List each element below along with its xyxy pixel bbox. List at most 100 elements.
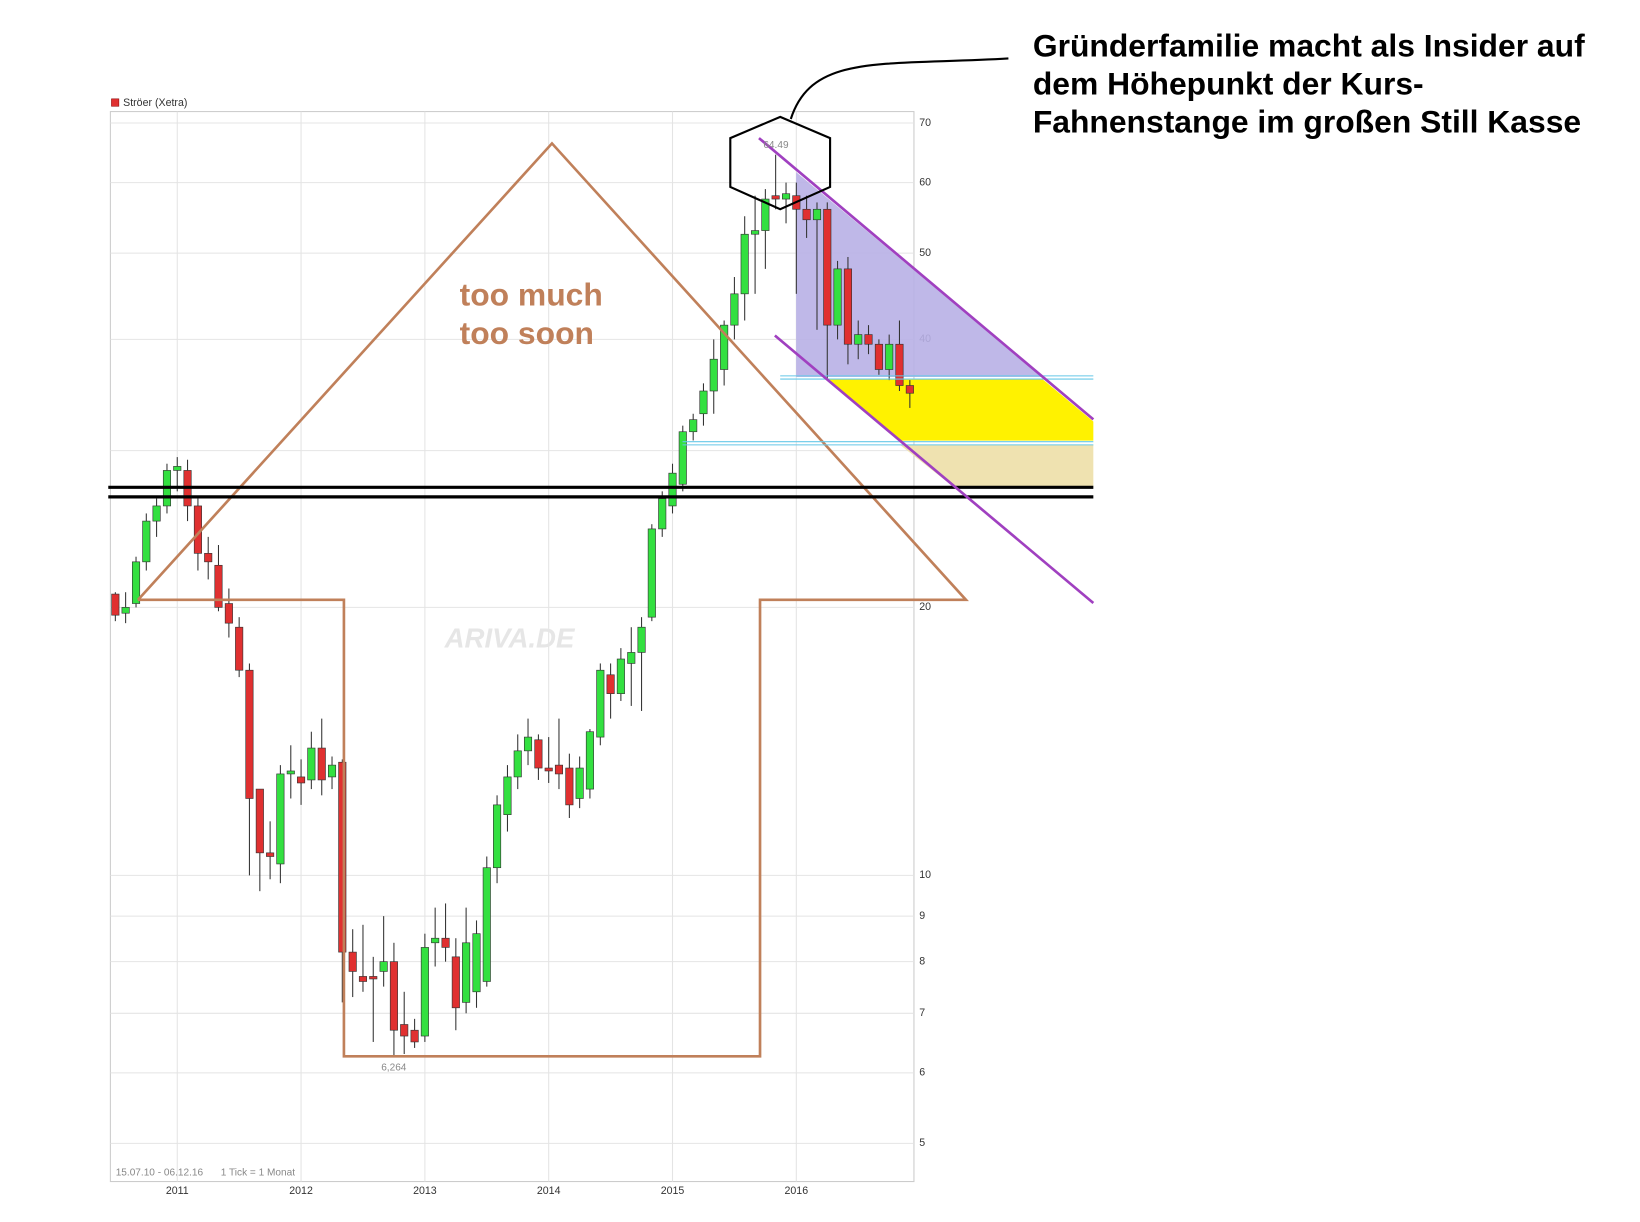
candle-body bbox=[802, 208, 811, 221]
candle-body bbox=[441, 937, 450, 948]
hexagon bbox=[729, 115, 832, 211]
high-label: 64.49 bbox=[763, 140, 789, 151]
y-tick-label: 50 bbox=[919, 247, 931, 259]
x-tick-label: 2015 bbox=[661, 1185, 685, 1197]
candle-body bbox=[503, 776, 512, 815]
callout-line bbox=[789, 57, 1009, 120]
candle-body bbox=[482, 867, 491, 982]
candle-body bbox=[627, 652, 636, 664]
candle-body bbox=[606, 674, 615, 694]
candle-body bbox=[400, 1024, 409, 1037]
candle-body bbox=[699, 390, 708, 415]
y-tick-label: 5 bbox=[919, 1137, 925, 1149]
legend-label: Ströer (Xetra) bbox=[123, 97, 187, 109]
candle-body bbox=[823, 208, 832, 326]
candle-body bbox=[173, 466, 182, 471]
y-tick-label: 60 bbox=[919, 176, 931, 188]
x-tick-label: 2014 bbox=[537, 1185, 561, 1197]
x-tick-label: 2012 bbox=[289, 1185, 313, 1197]
candle-body bbox=[358, 976, 368, 982]
candle-body bbox=[575, 767, 584, 799]
candle-body bbox=[235, 626, 244, 671]
candle-body bbox=[709, 358, 718, 392]
candle-body bbox=[255, 788, 264, 854]
candle-body bbox=[740, 233, 749, 295]
support-zone bbox=[900, 444, 1094, 489]
candle-body bbox=[111, 593, 120, 616]
plot-area bbox=[109, 111, 915, 1183]
candle-body bbox=[410, 1029, 419, 1043]
y-tick-label: 6 bbox=[919, 1067, 925, 1079]
candle-body bbox=[812, 208, 822, 221]
x-tick-label: 2011 bbox=[166, 1185, 189, 1197]
pyramid-arrow bbox=[137, 141, 969, 1058]
candle-body bbox=[885, 343, 894, 370]
channel-line bbox=[774, 334, 1095, 605]
candle-body bbox=[338, 761, 347, 953]
low-label: 6,264 bbox=[381, 1063, 407, 1074]
candle-body bbox=[854, 334, 863, 345]
candle-body bbox=[142, 520, 151, 563]
tick-note: 1 Tick = 1 Monat bbox=[221, 1168, 295, 1179]
candle-body bbox=[782, 193, 791, 200]
candle-body bbox=[833, 268, 842, 326]
comment: dem Höhepunkt der Kurs- bbox=[1033, 66, 1424, 102]
pyramid-text: too much bbox=[460, 277, 603, 313]
candle-body bbox=[720, 324, 729, 370]
candle-body bbox=[843, 268, 852, 345]
candle-body bbox=[668, 472, 677, 507]
candle-body bbox=[751, 230, 760, 235]
comment: Gründerfamilie macht als Insider auf bbox=[1033, 27, 1585, 63]
period-label: 15.07.10 - 06.12.16 bbox=[116, 1168, 204, 1179]
candle-body bbox=[513, 750, 522, 778]
candle-body bbox=[451, 956, 460, 1009]
y-tick-label: 10 bbox=[919, 869, 931, 881]
candle-body bbox=[297, 776, 306, 784]
candle-body bbox=[204, 553, 213, 563]
candle-body bbox=[565, 767, 574, 806]
candle-body bbox=[369, 976, 378, 980]
candle-body bbox=[420, 947, 429, 1037]
channel-line bbox=[758, 137, 1095, 421]
grid: 5678910203040506070201120122013201420152… bbox=[110, 111, 931, 1197]
candle-body bbox=[596, 669, 605, 738]
candle-body bbox=[523, 736, 533, 752]
candle-body bbox=[730, 293, 739, 326]
candle-body bbox=[544, 767, 553, 772]
candle-body bbox=[224, 603, 233, 624]
comment: Fahnenstange im großen Still Kasse bbox=[1033, 104, 1581, 140]
watermark: ARIVA.DE bbox=[444, 622, 576, 653]
y-tick-label: 7 bbox=[919, 1007, 925, 1019]
candle-body bbox=[678, 431, 687, 485]
candle-body bbox=[286, 770, 295, 775]
candle-body bbox=[462, 942, 471, 1003]
y-tick-label: 70 bbox=[919, 117, 931, 129]
candle-body bbox=[245, 669, 254, 799]
y-tick-label: 20 bbox=[919, 601, 931, 613]
candle-body bbox=[214, 564, 223, 608]
target-zone bbox=[826, 379, 1094, 441]
candle-body bbox=[472, 933, 481, 993]
candle-body bbox=[658, 498, 667, 530]
candles bbox=[111, 154, 914, 1057]
candle-body bbox=[152, 505, 161, 522]
candle-body bbox=[276, 773, 285, 865]
x-tick-label: 2016 bbox=[785, 1185, 809, 1197]
candle-body bbox=[266, 852, 275, 857]
candle-body bbox=[348, 951, 357, 972]
candle-body bbox=[689, 419, 698, 433]
candle-body bbox=[534, 739, 543, 769]
legend-swatch bbox=[111, 98, 120, 107]
candle-body bbox=[761, 198, 770, 231]
candle-body bbox=[431, 937, 440, 944]
candle-body bbox=[121, 607, 130, 614]
candle-body bbox=[493, 804, 502, 869]
pyramid-text: too soon bbox=[460, 315, 594, 351]
candle-body bbox=[647, 528, 656, 618]
candle-body bbox=[905, 385, 914, 394]
candle-body bbox=[637, 626, 646, 653]
candle-body bbox=[379, 961, 388, 972]
candle-body bbox=[874, 343, 883, 370]
candle-body bbox=[131, 561, 141, 604]
